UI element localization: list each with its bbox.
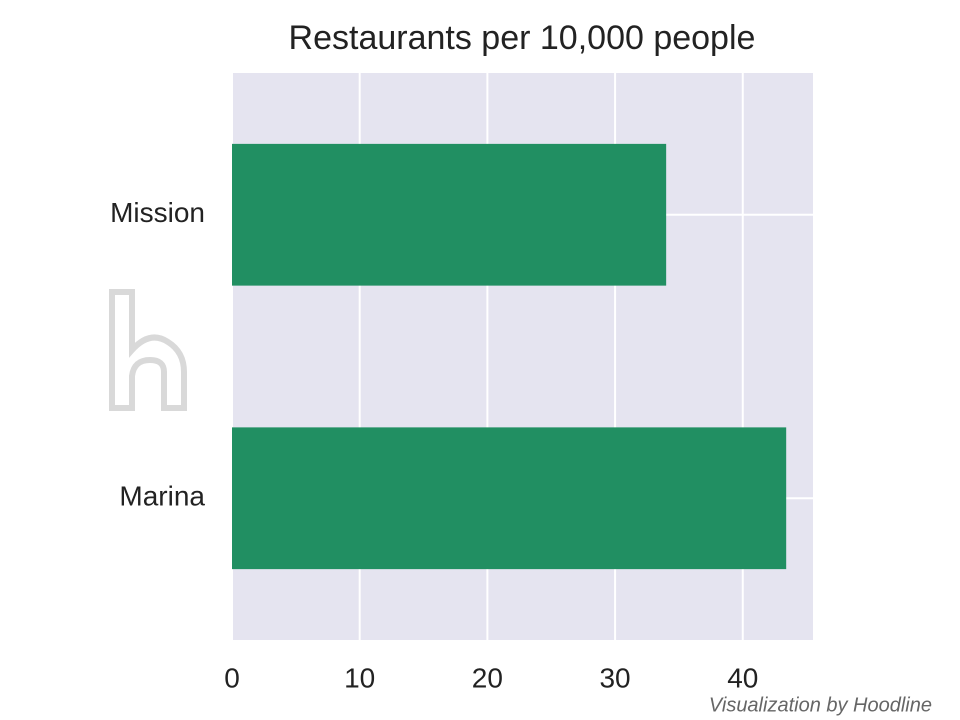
credit: Visualization by Hoodline <box>709 694 932 716</box>
x-tick-label: 20 <box>472 662 503 693</box>
bar <box>232 143 667 286</box>
x-tick-label: 30 <box>599 662 630 693</box>
y-tick-label: Marina <box>119 481 205 512</box>
y-tick-label: Mission <box>110 197 205 228</box>
chart-title: Restaurants per 10,000 people <box>289 19 756 57</box>
watermark-logo <box>109 289 187 411</box>
bar <box>232 427 787 570</box>
x-tick-label: 40 <box>727 662 758 693</box>
x-tick-label: 10 <box>344 662 375 693</box>
x-tick-label: 0 <box>224 662 240 693</box>
